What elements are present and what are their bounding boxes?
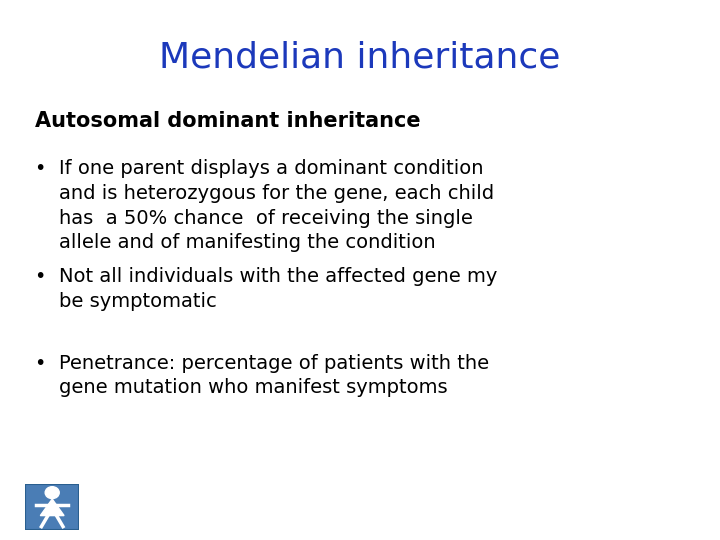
Circle shape [45,487,59,498]
Text: Not all individuals with the affected gene my
be symptomatic: Not all individuals with the affected ge… [59,267,498,311]
Text: Penetrance: percentage of patients with the
gene mutation who manifest symptoms: Penetrance: percentage of patients with … [59,354,489,397]
FancyBboxPatch shape [25,484,79,530]
Text: If one parent displays a dominant condition
and is heterozygous for the gene, ea: If one parent displays a dominant condit… [59,159,494,252]
Text: Mendelian inheritance: Mendelian inheritance [159,40,561,75]
Text: Autosomal dominant inheritance: Autosomal dominant inheritance [35,111,420,131]
Text: •: • [35,267,46,286]
Text: •: • [35,354,46,373]
Text: •: • [35,159,46,178]
Polygon shape [40,499,64,516]
